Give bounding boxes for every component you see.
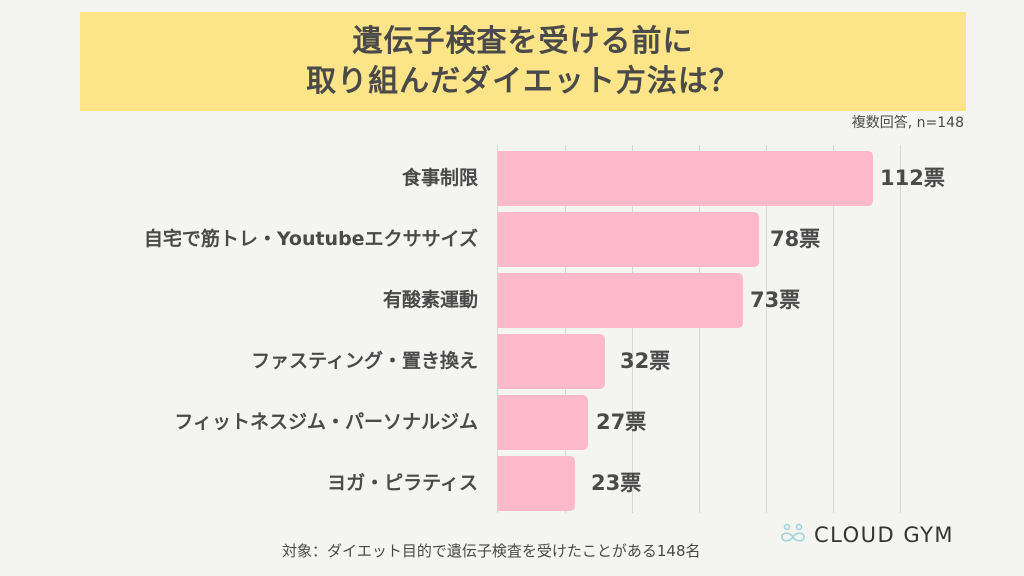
gridline	[699, 145, 700, 513]
bar-row: ファスティング・置き換え 32票	[0, 334, 1024, 389]
bar-row: フィットネスジム・パーソナルジム 27票	[0, 395, 1024, 450]
sample-note: 複数回答, n=148	[851, 115, 964, 131]
category-label: 食事制限	[401, 167, 478, 189]
bar	[498, 212, 759, 267]
value-label: 78票	[770, 227, 821, 251]
category-label: ヨガ・ピラティス	[327, 472, 478, 494]
title-line-1: 遺伝子検査を受ける前に	[352, 23, 694, 59]
cloud-gym-logo: CLOUD GYM	[778, 522, 954, 548]
bar	[498, 273, 743, 328]
bar	[498, 395, 588, 450]
bar-row: 有酸素運動 73票	[0, 273, 1024, 328]
logo-text: CLOUD GYM	[814, 523, 955, 547]
category-label: ファスティング・置き換え	[251, 350, 478, 372]
bar-row: ヨガ・ピラティス 23票	[0, 456, 1024, 511]
title-line-2: 取り組んだダイエット方法は？	[306, 63, 740, 99]
gridline	[833, 145, 834, 513]
value-label: 27票	[596, 410, 647, 434]
category-label: フィットネスジム・パーソナルジム	[174, 411, 478, 433]
bar	[498, 151, 873, 206]
bar	[498, 456, 575, 511]
gridline	[766, 145, 767, 513]
gridline	[565, 145, 566, 513]
value-label: 112票	[880, 166, 945, 190]
value-label: 32票	[620, 349, 671, 373]
infinity-cloud-icon	[778, 522, 808, 548]
y-axis-line	[497, 145, 498, 513]
bar-row: 食事制限 112票	[0, 151, 1024, 206]
title-banner: 遺伝子検査を受ける前に 取り組んだダイエット方法は？	[80, 12, 966, 111]
gridline	[900, 145, 901, 513]
category-label: 自宅で筋トレ・Youtubeエクササイズ	[143, 228, 478, 250]
gridline	[632, 145, 633, 513]
bar	[498, 334, 605, 389]
bar-row: 自宅で筋トレ・Youtubeエクササイズ 78票	[0, 212, 1024, 267]
category-label: 有酸素運動	[382, 289, 478, 311]
value-label: 23票	[591, 471, 642, 495]
footer-target-note: 対象：ダイエット目的で遺伝子検査を受けたことがある148名	[282, 542, 701, 560]
value-label: 73票	[750, 288, 801, 312]
